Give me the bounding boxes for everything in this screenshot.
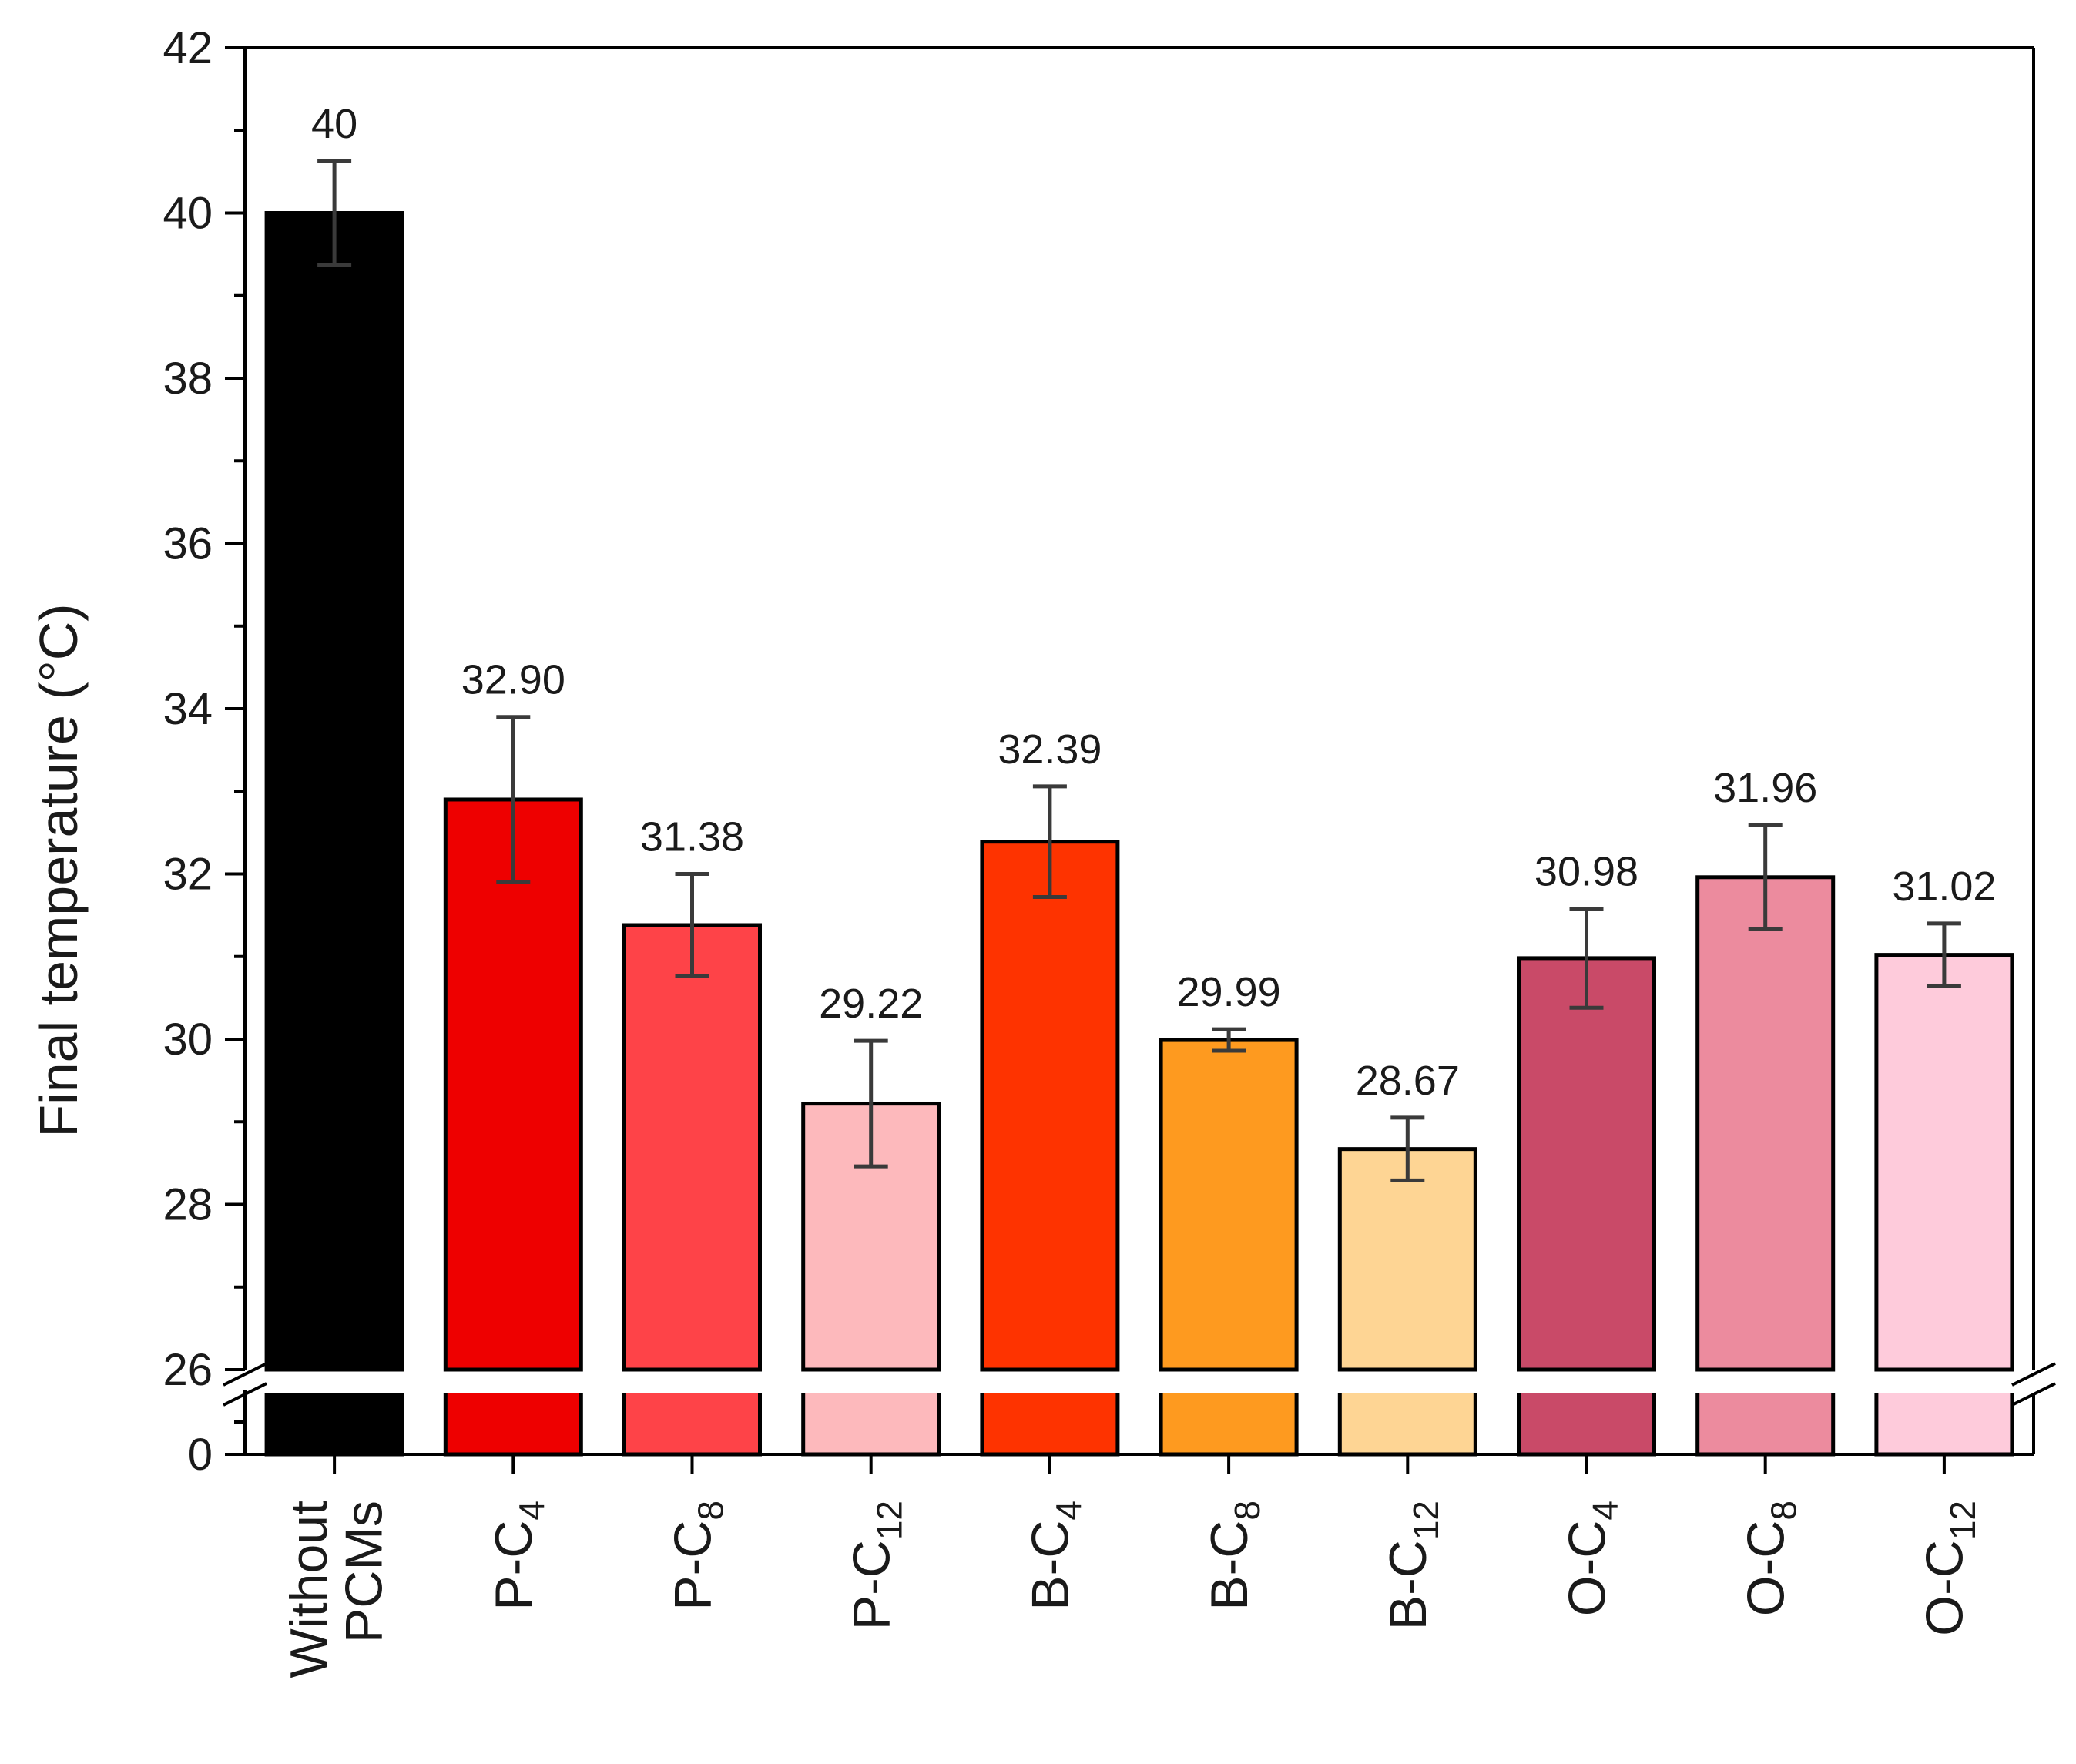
- x-tick-label: B-C8: [1200, 1501, 1267, 1611]
- data-label: 32.90: [461, 657, 565, 703]
- bar-group[interactable]: 40: [264, 101, 404, 1457]
- x-tick-label-subscript: 8: [690, 1501, 730, 1521]
- data-label: 31.38: [640, 814, 744, 860]
- bar-lower-segment[interactable]: [264, 1387, 404, 1457]
- bar[interactable]: [264, 211, 404, 1372]
- bar-group[interactable]: 28.67: [1337, 1058, 1477, 1457]
- bar-lower-segment[interactable]: [980, 1387, 1120, 1457]
- bar[interactable]: [1159, 1038, 1299, 1372]
- x-tick-label-line: Without: [280, 1501, 338, 1678]
- y-tick-label: 38: [163, 354, 213, 404]
- bar-lower-segment[interactable]: [1337, 1387, 1477, 1457]
- x-tick-label-base: O-C: [1916, 1540, 1974, 1636]
- x-tick-label-base: P-C: [843, 1540, 901, 1630]
- axis-break-mark-right: [2011, 1362, 2056, 1387]
- x-tick-label: B-C4: [1021, 1501, 1088, 1611]
- bar[interactable]: [1337, 1147, 1477, 1372]
- y-tick-label: 40: [163, 189, 213, 239]
- bar-group[interactable]: 30.98: [1517, 849, 1656, 1457]
- y-tick-label: 34: [163, 684, 213, 734]
- bar-lower-segment[interactable]: [443, 1387, 583, 1457]
- y-tick-label: 28: [163, 1180, 213, 1230]
- bar-lower-segment[interactable]: [622, 1387, 762, 1457]
- x-tick-label: P-C12: [843, 1501, 910, 1630]
- bar-lower-segment[interactable]: [801, 1387, 941, 1457]
- bar[interactable]: [1874, 953, 2014, 1372]
- data-label: 31.96: [1713, 765, 1817, 811]
- data-label: 29.99: [1177, 969, 1281, 1015]
- y-tick-label: 0: [188, 1430, 213, 1480]
- bar-group[interactable]: 31.02: [1874, 864, 2014, 1457]
- data-label: 29.22: [819, 981, 923, 1027]
- x-tick-label-base: O-C: [1558, 1521, 1616, 1617]
- x-tick-label-subscript: 8: [1764, 1501, 1804, 1521]
- axis-layer: WithoutPCMs P-C4P-C8P-C12B-C4B-C8B-C12O-C…: [163, 23, 2056, 1678]
- bar-group[interactable]: 32.39: [980, 726, 1120, 1457]
- x-tick-label: O-C4: [1558, 1501, 1625, 1616]
- bar-group[interactable]: 32.90: [443, 657, 583, 1457]
- x-tick-label: P-C4: [485, 1501, 552, 1611]
- bar-lower-segment[interactable]: [1159, 1387, 1299, 1457]
- data-label: 32.39: [998, 726, 1102, 773]
- bar-lower-segment[interactable]: [1874, 1387, 2014, 1457]
- data-label: 40: [311, 101, 357, 147]
- bar[interactable]: [622, 923, 762, 1372]
- x-tick-label-subscript: 4: [1048, 1501, 1088, 1521]
- x-tick-label-base: B-C: [1200, 1521, 1259, 1611]
- x-tick-label-base: B-C: [1021, 1521, 1080, 1611]
- x-tick-label: O-C12: [1916, 1501, 1983, 1636]
- x-tick-label-subscript: 4: [1585, 1501, 1625, 1521]
- x-tick-label: B-C12: [1379, 1501, 1446, 1630]
- data-label: 31.02: [1892, 864, 1996, 910]
- x-tick-label-subscript: 12: [870, 1501, 910, 1540]
- x-tick-label-base: O-C: [1737, 1521, 1796, 1617]
- x-tick-label-subscript: 8: [1227, 1501, 1267, 1521]
- bar-group[interactable]: 31.96: [1695, 765, 1836, 1457]
- bar[interactable]: [443, 797, 583, 1372]
- bars-layer: 40 32.90 31.38 29.22 32.39 29.99 28.67 30.98 31.…: [230, 101, 2049, 1457]
- x-tick-label-line: PCMs: [334, 1501, 393, 1643]
- x-tick-label-subscript: 12: [1406, 1501, 1446, 1540]
- x-tick-label-base: P-C: [663, 1521, 722, 1611]
- y-tick-label: 32: [163, 850, 213, 900]
- x-tick-label: O-C8: [1737, 1501, 1804, 1616]
- bar[interactable]: [1695, 875, 1836, 1372]
- axis-break-mark-left: [223, 1382, 267, 1407]
- data-label: 28.67: [1356, 1058, 1460, 1104]
- bar-lower-segment[interactable]: [1695, 1387, 1836, 1457]
- x-tick-label-base: B-C: [1379, 1540, 1437, 1630]
- y-tick-label: 36: [163, 519, 213, 569]
- bar-group[interactable]: 31.38: [622, 814, 762, 1457]
- y-tick-label: 26: [163, 1345, 213, 1395]
- data-label: 30.98: [1534, 849, 1638, 895]
- plot-frame: [245, 46, 2035, 1454]
- y-tick-label: 30: [163, 1014, 213, 1065]
- y-tick-label: 42: [163, 23, 213, 73]
- x-tick-label-subscript: 4: [511, 1501, 552, 1521]
- axis-break-mark-left: [223, 1362, 267, 1387]
- x-tick-label: WithoutPCMs: [280, 1501, 393, 1678]
- bar[interactable]: [1517, 956, 1656, 1372]
- y-axis-label: Final temperature (°C): [29, 603, 89, 1137]
- x-tick-label-base: P-C: [485, 1521, 543, 1611]
- bar-lower-segment[interactable]: [1517, 1387, 1656, 1457]
- bar[interactable]: [980, 840, 1120, 1372]
- bar-group[interactable]: 29.22: [801, 981, 941, 1457]
- x-tick-label: P-C8: [663, 1501, 730, 1611]
- axis-break-mark-right: [2011, 1382, 2056, 1407]
- x-tick-label-subscript: 12: [1943, 1501, 1983, 1540]
- axis-break-band: [230, 1376, 2049, 1393]
